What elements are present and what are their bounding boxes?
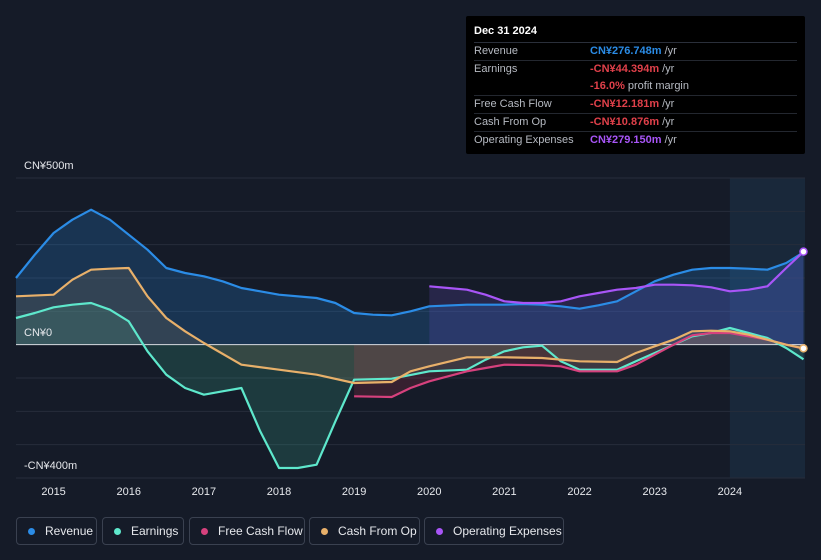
legend-dot-icon [321, 527, 328, 535]
legend-label: Free Cash Flow [218, 524, 303, 538]
tooltip-date: Dec 31 2024 [474, 24, 797, 43]
x-tick-label: 2018 [267, 486, 291, 498]
tooltip-unit: /yr [662, 98, 675, 110]
tooltip-unit: /yr [662, 116, 675, 128]
series-line-revenue [15, 208, 805, 317]
tooltip-label: Revenue [474, 45, 519, 57]
legend-label: Operating Expenses [453, 524, 562, 538]
tooltip-row-margin: -16.0% profit margin [474, 78, 797, 96]
series-area-revenue [16, 209, 804, 345]
x-tick-label: 2023 [642, 486, 666, 498]
series-line-operating-expenses [429, 250, 805, 305]
end-point-operating-expenses [799, 247, 808, 256]
tooltip-value: CN¥276.748m [590, 45, 662, 57]
x-tick-label: 2021 [492, 486, 516, 498]
tooltip-row-earnings: Earnings -CN¥44.394m /yr [474, 61, 797, 78]
legend-label: Cash From Op [338, 524, 417, 538]
tooltip-label [474, 78, 590, 95]
series-line-free-cash-flow [354, 331, 804, 399]
tooltip: Dec 31 2024 Revenue CN¥276.748m /yr Earn… [466, 16, 805, 154]
chart-svg: 2015 2016 2017 2018 2019 2020 2021 2022 2023 2024 [15, 177, 808, 498]
series-area-free-cash-flow [354, 333, 804, 397]
x-tick-label: 2022 [567, 486, 591, 498]
series-line-cash-from-op [15, 266, 804, 385]
tooltip-row-cfo: Cash From Op -CN¥10.876m /yr [474, 114, 797, 132]
tooltip-label: Operating Expenses [474, 134, 574, 146]
tooltip-unit: profit margin [627, 80, 689, 92]
legend-item-revenue[interactable]: Revenue [16, 517, 97, 545]
legend-dot-icon [436, 527, 443, 535]
tooltip-label: Earnings [474, 63, 518, 75]
tooltip-value: -16.0% [590, 80, 625, 92]
legend-item-free-cash-flow[interactable]: Free Cash Flow [189, 517, 305, 545]
tooltip-unit: /yr [664, 45, 677, 57]
y-label-bottom: -CN¥400m [24, 460, 78, 472]
tooltip-row-fcf: Free Cash Flow -CN¥12.181m /yr [474, 96, 797, 114]
legend-dot-icon [28, 527, 35, 535]
tooltip-unit: /yr [664, 134, 677, 146]
tooltip-label: Free Cash Flow [474, 98, 552, 110]
x-tick-label: 2024 [718, 486, 742, 498]
x-tick-label: 2017 [192, 486, 216, 498]
tooltip-value: -CN¥44.394m [590, 63, 660, 75]
legend-label: Earnings [131, 524, 179, 538]
y-label-zero: CN¥0 [24, 327, 53, 339]
legend-dot-icon [114, 527, 121, 535]
tooltip-value: -CN¥10.876m [590, 116, 660, 128]
tooltip-row-revenue: Revenue CN¥276.748m /yr [474, 43, 797, 61]
series-area-cash-from-op [16, 268, 804, 383]
tooltip-value: CN¥279.150m [590, 134, 662, 146]
end-point-cash-from-op [799, 344, 808, 353]
tooltip-label: Cash From Op [474, 116, 547, 128]
series-area-operating-expenses [429, 251, 804, 345]
x-tick-label: 2015 [41, 486, 65, 498]
legend-label: Revenue [45, 524, 94, 538]
series-area-earnings [16, 303, 804, 468]
legend-item-earnings[interactable]: Earnings [102, 517, 184, 545]
legend-dot-icon [201, 527, 208, 535]
legend-item-cash-from-op[interactable]: Cash From Op [309, 517, 420, 545]
x-tick-label: 2016 [116, 486, 140, 498]
tooltip-row-opex: Operating Expenses CN¥279.150m /yr [474, 132, 797, 149]
x-tick-label: 2019 [342, 486, 366, 498]
tooltip-value: -CN¥12.181m [590, 98, 660, 110]
recent-period-highlight [729, 178, 805, 478]
x-tick-label: 2020 [417, 486, 441, 498]
y-label-top: CN¥500m [24, 160, 74, 172]
tooltip-unit: /yr [662, 63, 675, 75]
legend-item-operating-expenses[interactable]: Operating Expenses [424, 517, 564, 545]
